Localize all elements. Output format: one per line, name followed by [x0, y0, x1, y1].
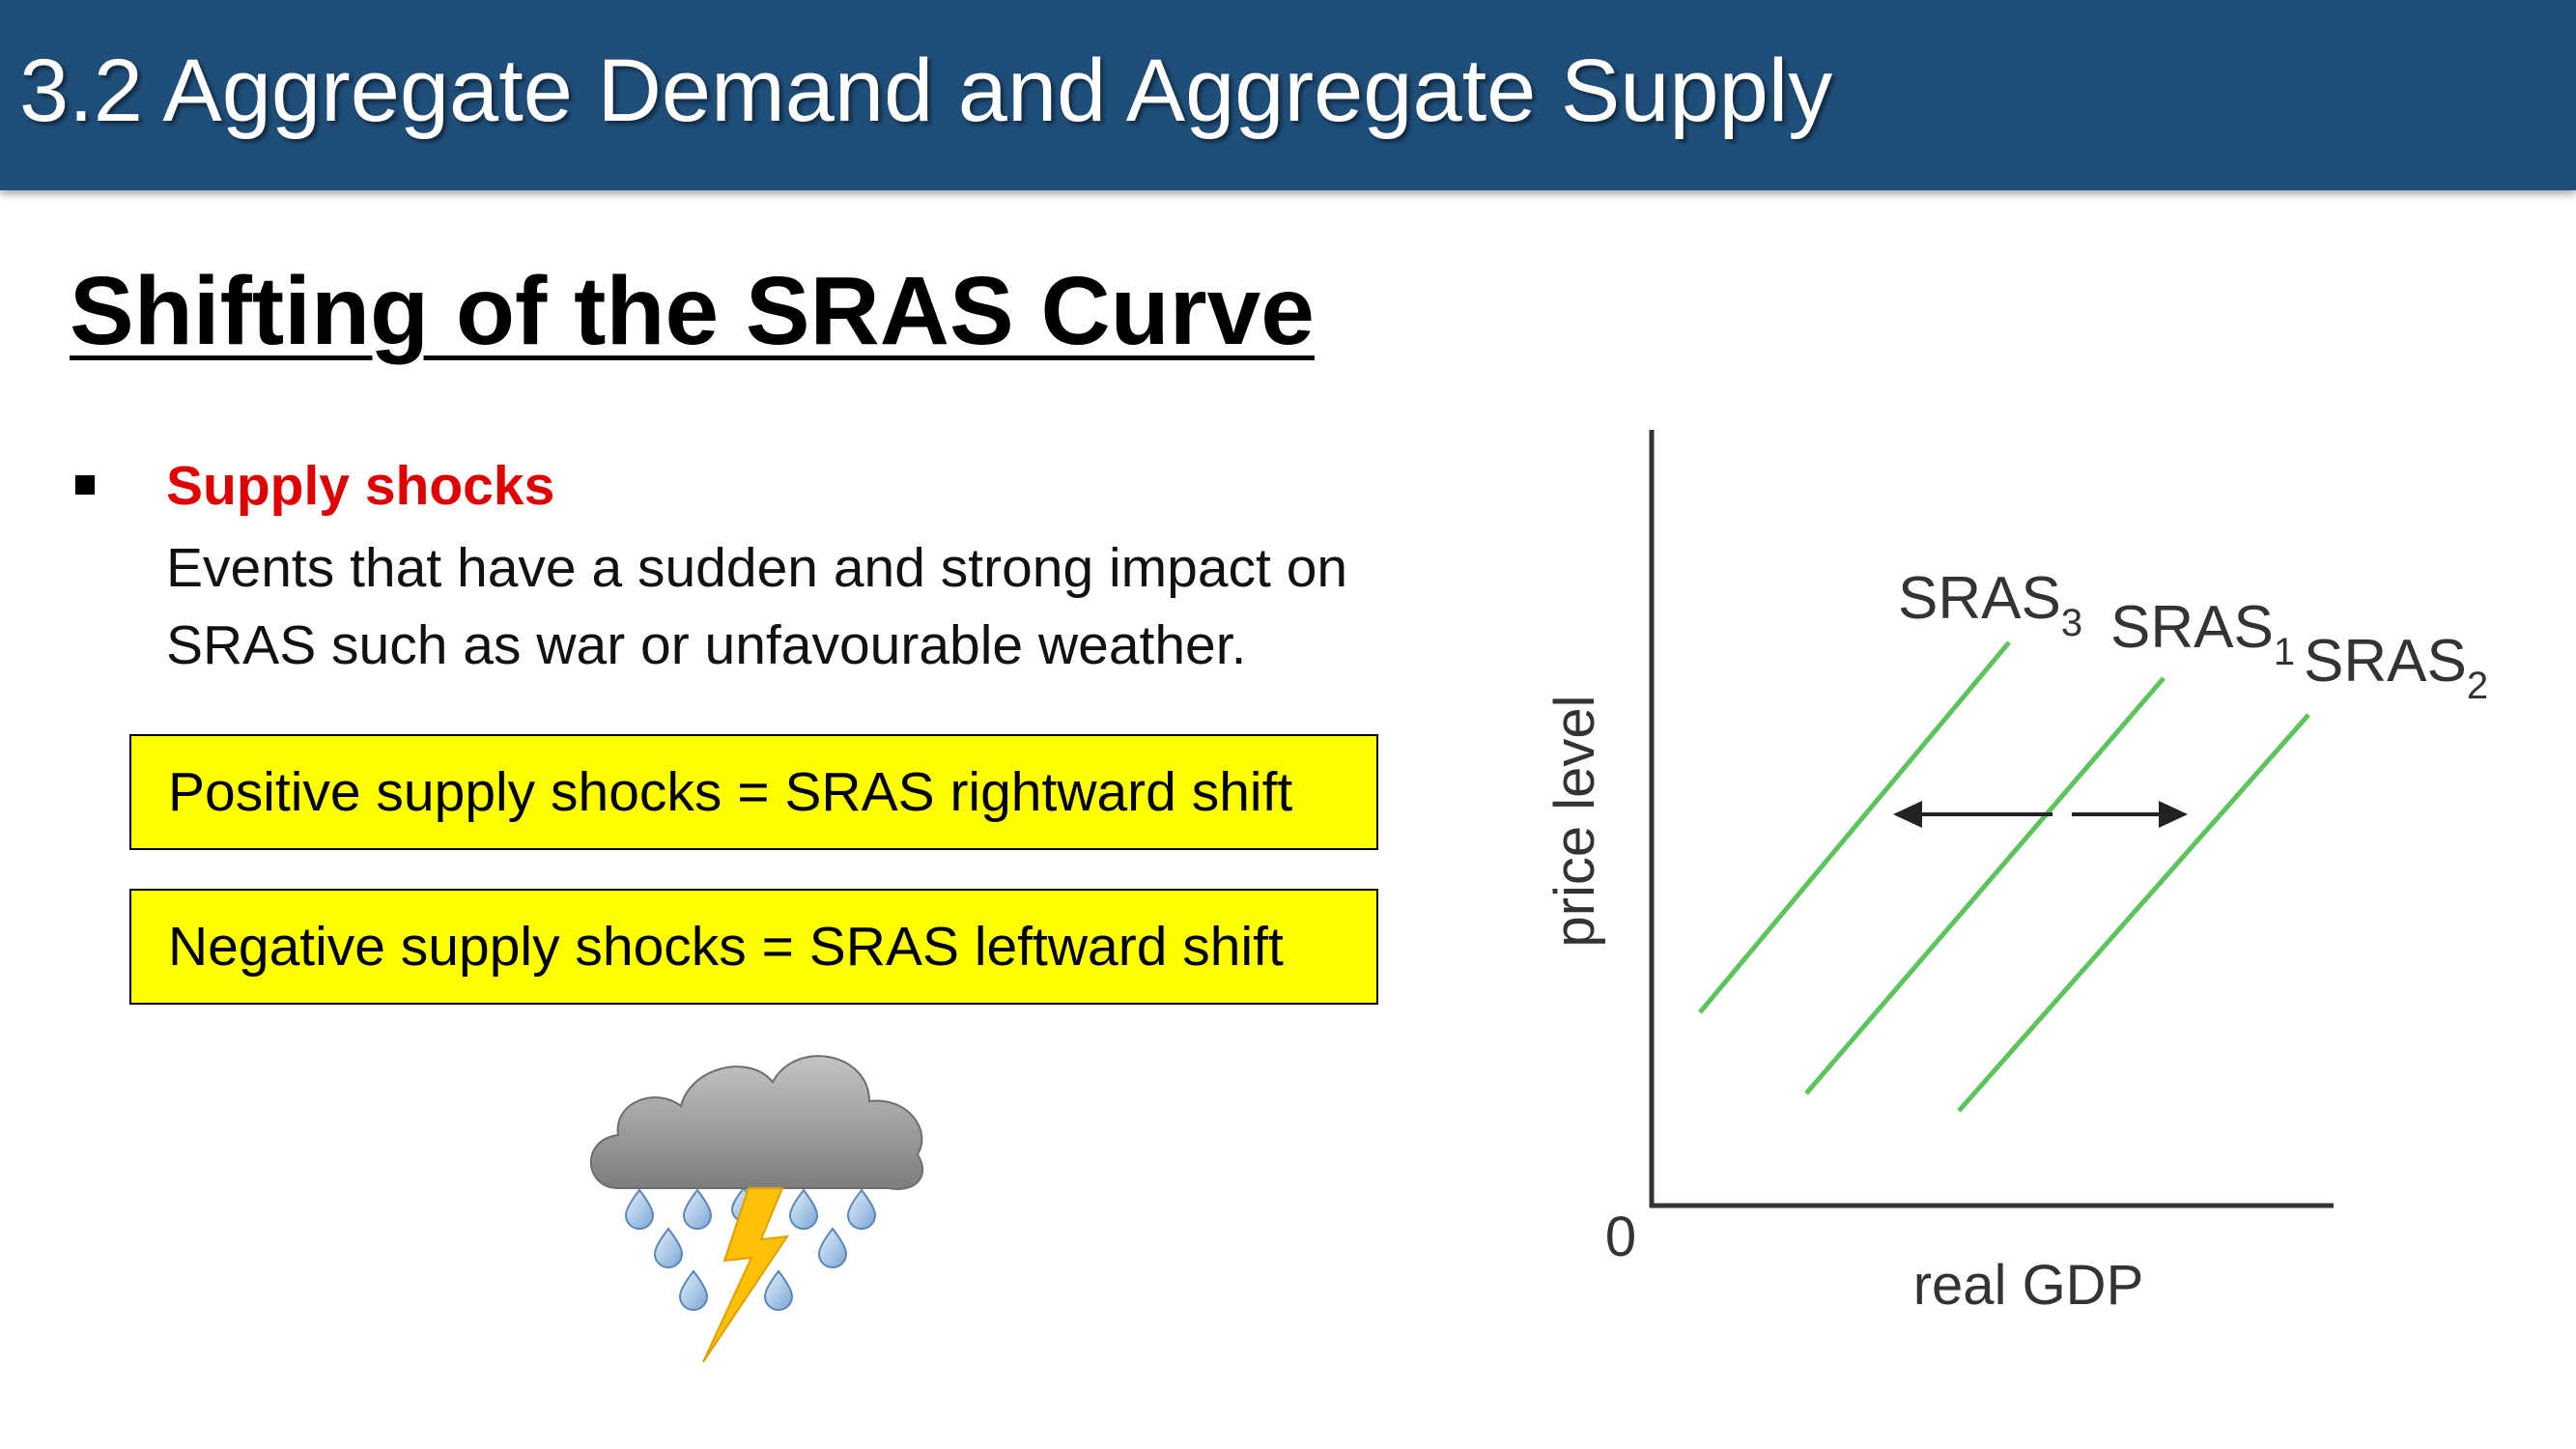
sras2-label: SRAS2 — [2304, 628, 2488, 707]
bullet-description-line-2: SRAS such as war or unfavourable weather… — [166, 614, 1247, 676]
header-bar: 3.2 Aggregate Demand and Aggregate Suppl… — [0, 0, 2576, 190]
sras3-curve — [1698, 640, 2011, 1014]
bullet-square-icon — [75, 475, 95, 495]
bullet-description: Events that have a sudden and strong imp… — [166, 529, 1441, 684]
sras-shift-diagram: price level real GDP 0 SRAS3 SRAS1 SRAS2 — [1543, 430, 2488, 1317]
negative-shock-box: Negative supply shocks = SRAS leftward s… — [129, 889, 1378, 1005]
sras2-curve — [1957, 713, 2310, 1113]
y-axis-label: price level — [1543, 695, 1606, 947]
rightward-arrow-head — [2159, 801, 2188, 828]
origin-label: 0 — [1605, 1206, 1636, 1268]
sras3-label: SRAS3 — [1898, 565, 2082, 644]
bullet-description-line-1: Events that have a sudden and strong imp… — [166, 537, 1348, 599]
bullet-title: Supply shocks — [166, 455, 555, 517]
leftward-arrow-head — [1893, 801, 1922, 828]
sras1-curve — [1804, 676, 2166, 1095]
positive-shock-box: Positive supply shocks = SRAS rightward … — [129, 734, 1378, 850]
slide-heading: Shifting of the SRAS Curve — [70, 257, 1315, 365]
sras1-label: SRAS1 — [2110, 594, 2295, 673]
header-title: 3.2 Aggregate Demand and Aggregate Suppl… — [19, 42, 1833, 140]
x-axis-label: real GDP — [1913, 1254, 2144, 1317]
thunderstorm-cloud-icon — [589, 1055, 924, 1363]
